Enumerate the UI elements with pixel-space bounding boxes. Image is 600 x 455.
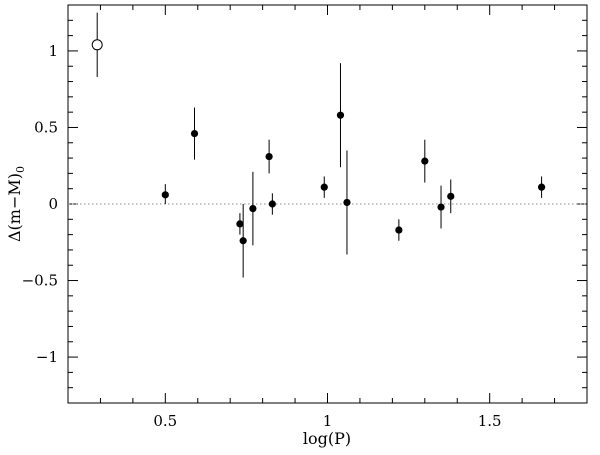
data-point: [537, 183, 546, 191]
data-point-open: [91, 39, 103, 51]
y-axis-label-subscript: 0: [14, 166, 27, 173]
x-tick-label: 0.5: [153, 412, 177, 430]
y-tick-label: 0.5: [34, 118, 58, 136]
data-point: [437, 203, 445, 211]
data-point: [236, 220, 244, 228]
x-axis-label: log(P): [303, 429, 351, 448]
data-point: [395, 226, 403, 234]
x-tick-label: 1.5: [478, 412, 502, 430]
axis-ticks: [68, 5, 587, 403]
data-point: [265, 152, 273, 161]
y-tick-label: −1: [36, 348, 58, 366]
error-bars: [96, 12, 543, 278]
data-point: [320, 183, 328, 191]
data-point: [190, 129, 199, 138]
data-point: [249, 204, 257, 213]
y-axis-label-main: Δ(m−M): [5, 173, 24, 242]
y-axis-label: Δ(m−M)0: [5, 166, 27, 242]
data-points: [91, 39, 546, 245]
data-point: [161, 191, 169, 199]
data-point: [268, 200, 276, 208]
data-point: [447, 192, 455, 200]
data-point: [421, 157, 429, 165]
data-point: [336, 111, 345, 119]
x-tick-label: 1: [323, 412, 333, 430]
data-point: [343, 198, 351, 207]
tick-labels: 0.5 1 1.5 1 0.5 0 −0.5 −1: [22, 42, 502, 430]
y-tick-label: 1: [48, 42, 58, 60]
y-tick-label: 0: [48, 195, 58, 213]
y-tick-label: −0.5: [22, 272, 58, 290]
data-point: [239, 237, 247, 245]
